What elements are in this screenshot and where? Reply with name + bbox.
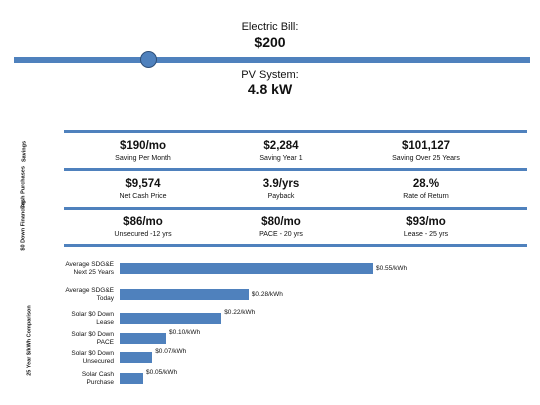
bar-category-line: Average SDG&E — [65, 261, 114, 268]
bar-category-line: Solar $0 Down — [71, 350, 114, 357]
bar-category-line: Average SDG&E — [65, 287, 114, 294]
metric-value: $101,127 — [402, 140, 450, 152]
bar-category-line: Unsecured — [82, 358, 114, 365]
bill-slider-handle[interactable] — [139, 51, 157, 68]
divider-line — [64, 207, 527, 210]
bar — [120, 263, 373, 274]
bar — [120, 313, 222, 324]
metric-label: Saving Over 25 Years — [392, 155, 460, 162]
bar-value-label: $0.22/kWh — [224, 309, 256, 316]
chart-side-label: 25 Year $/kWh Comparison — [26, 305, 33, 376]
metric-label: Saving Year 1 — [259, 155, 303, 162]
metric-value: 28.% — [412, 178, 440, 190]
bar-category-label: Solar Cash Purchase — [52, 371, 114, 387]
metric-value: $86/mo — [123, 216, 163, 228]
bar-category-line: Lease — [96, 319, 114, 326]
financing-section-label: $0 Down Financing — [20, 200, 27, 251]
bar-category-line: Solar Cash — [81, 371, 114, 378]
financing-metric: $93/mo Lease - 25 yrs — [351, 215, 501, 240]
metric-value: $2,284 — [263, 140, 299, 152]
bar-category-line: Purchase — [86, 379, 114, 386]
metric-value: $190/mo — [119, 140, 167, 152]
bar-category-label: Average SDG&E Next 25 Years — [52, 261, 114, 277]
metric-label: PACE - 20 yrs — [259, 231, 303, 238]
metric-label: Saving Per Month — [115, 155, 171, 162]
savings-metric: $190/mo Saving Per Month — [68, 139, 218, 164]
financing-metric: $80/mo PACE - 20 yrs — [206, 215, 356, 240]
metric-value: $80/mo — [261, 216, 301, 228]
divider-line — [64, 130, 527, 133]
pv-system-label: PV System: — [241, 69, 299, 81]
divider-line — [64, 244, 527, 247]
metric-label: Rate of Return — [403, 193, 449, 200]
bar — [120, 352, 153, 363]
bar-value-label: $0.05/kWh — [146, 369, 178, 376]
metric-value: $9,574 — [125, 178, 161, 190]
bar — [120, 289, 249, 300]
cash-metric: 3.9/yrs Payback — [206, 177, 356, 202]
savings-metric: $101,127 Saving Over 25 Years — [351, 139, 501, 164]
financing-metric: $86/mo Unsecured -12 yrs — [68, 215, 218, 240]
bar — [120, 333, 166, 344]
bar-category-line: Solar $0 Down — [71, 311, 114, 318]
metric-label: Payback — [267, 193, 295, 200]
bar-value-label: $0.10/kWh — [169, 329, 201, 336]
bar-category-line: Next 25 Years — [73, 269, 114, 276]
savings-metric: $2,284 Saving Year 1 — [206, 139, 356, 164]
bar-category-label: Solar $0 Down Lease — [52, 311, 114, 327]
divider-line — [64, 168, 527, 171]
metric-value: 3.9/yrs — [262, 178, 300, 190]
metric-value: $93/mo — [406, 216, 446, 228]
bill-slider-track[interactable] — [14, 57, 530, 63]
cash-metric: $9,574 Net Cash Price — [68, 177, 218, 202]
electric-bill-label: Electric Bill: — [241, 21, 299, 33]
bar-category-line: PACE — [96, 339, 114, 346]
metric-label: Lease - 25 yrs — [403, 231, 449, 238]
bar-value-label: $0.55/kWh — [376, 265, 408, 272]
bar-category-label: Solar $0 Down Unsecured — [52, 350, 114, 366]
bar-category-label: Solar $0 Down PACE — [52, 331, 114, 347]
bar-category-label: Average SDG&E Today — [52, 287, 114, 303]
bar-value-label: $0.28/kWh — [251, 291, 283, 298]
bar-category-line: Today — [96, 295, 114, 302]
electric-bill-value: $200 — [254, 34, 286, 50]
bar-category-line: Solar $0 Down — [71, 331, 114, 338]
pv-system-value: 4.8 kW — [247, 81, 293, 97]
metric-label: Net Cash Price — [119, 193, 167, 200]
metric-label: Unsecured -12 yrs — [114, 231, 172, 238]
bar-value-label: $0.07/kWh — [155, 348, 187, 355]
bar — [120, 373, 143, 384]
cash-metric: 28.% Rate of Return — [351, 177, 501, 202]
